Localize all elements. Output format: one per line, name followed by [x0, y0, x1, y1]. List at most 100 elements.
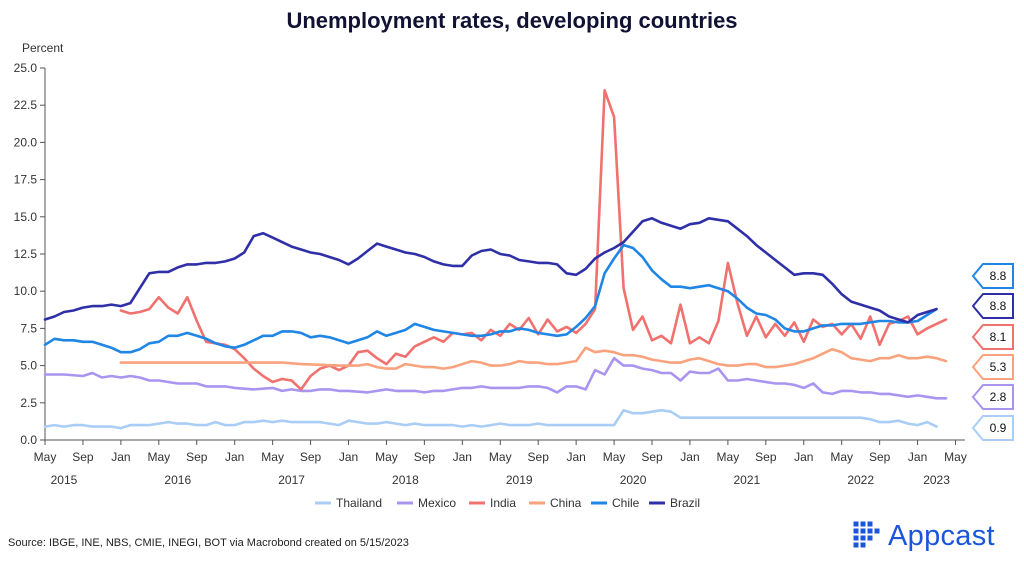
brand-dot [853, 535, 859, 541]
x-tick-label: May [603, 450, 626, 464]
brand-dot [860, 535, 866, 541]
brand-dot [867, 528, 873, 534]
source-note: Source: IBGE, INE, NBS, CMIE, INEGI, BOT… [8, 537, 409, 549]
x-tick-label: Jan [111, 450, 130, 464]
y-tick-label: 17.5 [14, 173, 38, 187]
legend-item-brazil: Brazil [649, 496, 700, 510]
x-tick-label: May [489, 450, 512, 464]
y-tick-label: 12.5 [14, 247, 38, 261]
last-value-tag-shape [971, 354, 1014, 380]
x-tick-label: May [147, 450, 170, 464]
x-year-label: 2020 [620, 473, 647, 487]
legend-item-chile: Chile [591, 496, 640, 510]
chart-title: Unemployment rates, developing countries [286, 8, 738, 33]
x-tick-label: Jan [225, 450, 244, 464]
last-value-tag-label: 8.8 [990, 299, 1007, 313]
brand-dot [860, 528, 866, 534]
last-value-tag-label: 0.9 [990, 421, 1007, 435]
line-chart: Percent 0.0 2.5 5.0 7.5 10.0 12.5 15.0 17.5 20.0 2… [14, 41, 1014, 510]
x-year-label: 2021 [734, 473, 761, 487]
brand-dot [853, 528, 859, 534]
x-tick-label: Sep [641, 450, 663, 464]
legend-item-india: India [469, 496, 516, 510]
last-value-tag-chile: 8.8 [971, 263, 1014, 289]
series-line-mexico [43, 356, 948, 400]
legend-label: Mexico [418, 496, 456, 510]
last-value-tag-label: 8.8 [990, 269, 1007, 283]
last-value-tag-label: 8.1 [990, 330, 1007, 344]
brand-logo: Appcast [852, 518, 995, 554]
last-value-tag-shape [971, 263, 1014, 289]
brand-dot [860, 542, 866, 548]
last-value-tag-mexico: 2.8 [971, 384, 1014, 410]
series-line-china [119, 346, 948, 370]
x-tick-label: May [944, 450, 967, 464]
last-value-tag-brazil: 8.8 [971, 293, 1014, 319]
y-tick-label: 7.5 [20, 321, 37, 335]
last-value-tag-shape [971, 324, 1014, 350]
x-year-label: 2017 [278, 473, 305, 487]
y-tick-label: 20.0 [14, 135, 38, 149]
y-tick-label: 5.0 [20, 359, 37, 373]
brand-name: Appcast [888, 519, 995, 552]
x-tick-label: Sep [755, 450, 777, 464]
y-axis-label: Percent [22, 41, 64, 55]
x-tick-label: Jan [566, 450, 585, 464]
last-value-tag-label: 5.3 [990, 360, 1007, 374]
x-year-label: 2019 [506, 473, 533, 487]
last-value-tag-shape [971, 293, 1014, 319]
legend-label: Chile [612, 496, 640, 510]
x-tick-label: Sep [414, 450, 436, 464]
x-year-label: 2016 [164, 473, 191, 487]
series-line-chile [43, 243, 938, 354]
brand-dot [853, 521, 859, 527]
x-tick-label: Sep [186, 450, 208, 464]
x-tick-label: Jan [339, 450, 358, 464]
x-tick-label: May [375, 450, 398, 464]
x-year-label: 2023 [923, 473, 950, 487]
last-value-tag-thailand: 0.9 [971, 415, 1014, 441]
brand-dot [860, 521, 866, 527]
last-value-tag-shape [971, 415, 1014, 441]
x-tick-label: Jan [680, 450, 699, 464]
appcast-dots-icon [853, 521, 880, 548]
x-tick-label: May [34, 450, 57, 464]
legend-item-mexico: Mexico [397, 496, 456, 510]
brand-dot [874, 528, 880, 534]
x-tick-label: Sep [869, 450, 891, 464]
x-tick-label: Jan [453, 450, 472, 464]
x-tick-label: May [717, 450, 740, 464]
legend-label: Brazil [670, 496, 700, 510]
y-tick-label: 15.0 [14, 210, 38, 224]
y-tick-label: 2.5 [20, 396, 37, 410]
last-value-tag-label: 2.8 [990, 390, 1007, 404]
y-tick-label: 10.0 [14, 284, 38, 298]
legend-label: Thailand [336, 496, 382, 510]
y-tick-label: 0.0 [20, 433, 37, 447]
series-line-brazil [43, 217, 938, 324]
legend-label: India [490, 496, 516, 510]
x-tick-label: Sep [300, 450, 322, 464]
x-tick-label: May [261, 450, 284, 464]
legend-item-china: China [529, 496, 582, 510]
last-value-tag-india: 8.1 [971, 324, 1014, 350]
x-year-label: 2015 [51, 473, 78, 487]
last-value-tag-shape [971, 384, 1014, 410]
x-year-label: 2022 [847, 473, 874, 487]
y-tick-label: 22.5 [14, 98, 38, 112]
y-tick-label: 25.0 [14, 61, 38, 75]
brand-dot [853, 542, 859, 548]
x-year-label: 2018 [392, 473, 419, 487]
x-tick-label: Sep [528, 450, 550, 464]
brand-dot [867, 535, 873, 541]
last-value-tag-china: 5.3 [971, 354, 1014, 380]
legend-item-thailand: Thailand [315, 496, 382, 510]
series-line-thailand [43, 408, 938, 430]
x-tick-label: Sep [72, 450, 94, 464]
brand-dot [867, 521, 873, 527]
x-tick-label: Jan [794, 450, 813, 464]
x-tick-label: May [830, 450, 853, 464]
x-tick-label: Jan [908, 450, 927, 464]
legend-label: China [550, 496, 582, 510]
